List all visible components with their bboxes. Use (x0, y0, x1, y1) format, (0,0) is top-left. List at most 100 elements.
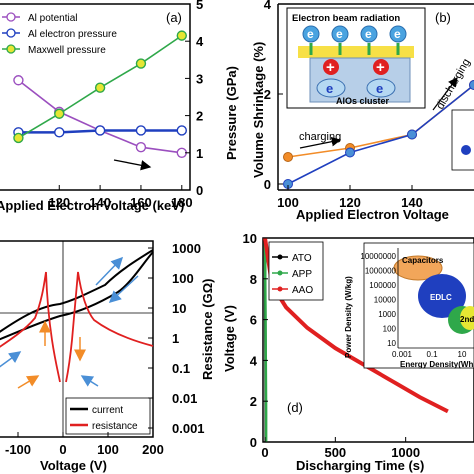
inset-x-tick-label: 0.1 (426, 350, 438, 359)
panel-d-inset: Capacitors EDLC 2nd 10000000 1000000 1000 0… (344, 242, 474, 369)
data-point (283, 152, 293, 162)
y-tick-label: 0 (264, 177, 271, 192)
panel-b-ylabel: Volume Shrinkage (%) (251, 42, 266, 178)
x-tick-label: 0 (261, 445, 268, 460)
inset-y-tick-label: 10000000 (360, 252, 396, 261)
inset-electron-top (389, 25, 407, 43)
resistance-curve-right (65, 271, 154, 383)
data-point (135, 58, 147, 69)
data-point (176, 125, 187, 136)
data-point (94, 82, 106, 93)
data-point (469, 80, 474, 90)
panel-d-legend: ATO APP AAO (268, 241, 324, 301)
resistance-curve-left (0, 271, 61, 383)
svg-text:+: + (376, 59, 385, 76)
x-tick-label: 140 (401, 195, 423, 210)
y-tick-label: 0 (196, 183, 203, 198)
panel-a-legend: Al potential Al electron pressure Maxwel… (2, 12, 117, 56)
series-line-1 (287, 84, 474, 185)
panel-a-arrow (113, 159, 152, 171)
inset-electron-bottom-2 (366, 78, 396, 98)
data-point (54, 127, 65, 138)
y-tick-label: 1 (172, 331, 179, 346)
legend-app: APP (292, 269, 312, 280)
svg-text:e: e (376, 81, 383, 96)
panel-b-inset: Electron beam radiation e e e e + + e e AlO… (286, 7, 426, 109)
inset-capacitors-label: Capacitors (402, 256, 444, 265)
legend-current: current (92, 405, 123, 416)
data-point (135, 125, 147, 136)
x-tick-label: 1000 (391, 445, 420, 460)
inset-electron-top (302, 25, 320, 43)
y-tick-label: 2 (196, 109, 203, 124)
data-point (94, 125, 106, 136)
inset-radiation-band (298, 46, 414, 58)
legend-ato: ATO (292, 253, 312, 264)
inset-electron-label: e (336, 27, 343, 41)
y-tick-label: 5 (196, 0, 203, 12)
legend-aao: AAO (292, 285, 313, 296)
inset-electron-bottom-1 (316, 78, 346, 98)
inset-2nd-label: 2nd (460, 315, 474, 324)
inset-electron-top (360, 25, 378, 43)
x-tick-label: 500 (324, 445, 346, 460)
y-tick-label: 0.01 (172, 391, 197, 406)
x-tick-label: 160 (130, 195, 152, 210)
panel-c-xlabel: Voltage (V) (40, 458, 107, 473)
inset-edlc-label: EDLC (430, 293, 452, 302)
legend-al-potential: Al potential (28, 13, 77, 24)
panel-b: Electron beam radiation e e e e + + e e AlO… (251, 0, 474, 222)
y-tick-label: 8 (250, 272, 257, 287)
side-inset-electron (461, 145, 471, 155)
series-line-APP (263, 237, 268, 442)
y-tick-label: 1000 (172, 241, 201, 256)
data-point (176, 30, 187, 41)
y-tick-label: 4 (264, 0, 272, 12)
current-curve-lower (0, 251, 154, 341)
region-capacitors (393, 255, 443, 281)
panel-c-frame (0, 240, 154, 438)
inset-title: Electron beam radiation (292, 13, 400, 24)
x-tick-label: 0 (59, 442, 66, 457)
inset-xlabel: Energy Density(Wh/kg) (400, 360, 474, 369)
panel-d: ATO APP AAO Capacitors EDLC 2nd 10000000… (222, 231, 474, 473)
data-point (345, 147, 355, 158)
x-tick-label: 100 (277, 195, 299, 210)
svg-text:+: + (326, 59, 335, 76)
x-tick-label: 120 (48, 195, 70, 210)
y-tick-label: 100 (172, 271, 194, 286)
legend-al-electron-pressure: Al electron pressure (28, 29, 117, 40)
x-tick-label: 140 (89, 195, 111, 210)
inset-y-tick-label: 100 (383, 325, 397, 334)
inset-electron-label: e (365, 27, 372, 41)
annotation-discharging: discharging (434, 57, 473, 112)
panel-d-frame (262, 237, 474, 443)
annotation-charging: charging (299, 131, 341, 143)
panel-c-ylabel: Resistance (GΩ) (200, 279, 215, 380)
panel-a-xlabel: Applied Electron Voltage (keV) (0, 198, 184, 213)
panel-b-side-inset (451, 109, 474, 171)
x-tick-label: 100 (97, 442, 119, 457)
panel-b-label: (b) (435, 10, 451, 25)
legend-maxwell-pressure: Maxwell pressure (28, 45, 106, 56)
inset-y-tick-label: 1000000 (365, 267, 397, 276)
inset-electron-label: e (394, 27, 401, 41)
y-tick-label: 3 (196, 71, 203, 86)
panel-d-ylabel: Voltage (V) (222, 305, 237, 372)
x-tick-label: 200 (142, 442, 164, 457)
inset-positive-charge-1 (323, 59, 339, 75)
svg-text:e: e (326, 81, 333, 96)
inset-y-tick-label: 1000 (378, 310, 396, 319)
region-2nd (460, 306, 474, 330)
panel-a-frame (0, 3, 191, 191)
inset-electron-label: e (307, 27, 314, 41)
current-curve-upper (0, 249, 154, 333)
panel-b-xlabel: Applied Electron Voltage (296, 207, 449, 222)
panel-d-xlabel: Discharging Time (s) (296, 458, 424, 473)
y-tick-label: 1 (196, 146, 203, 161)
y-tick-label: 6 (250, 313, 257, 328)
y-tick-label: 0.001 (172, 421, 205, 436)
panel-d-label: (d) (287, 400, 303, 415)
y-tick-label: 0 (250, 435, 257, 450)
